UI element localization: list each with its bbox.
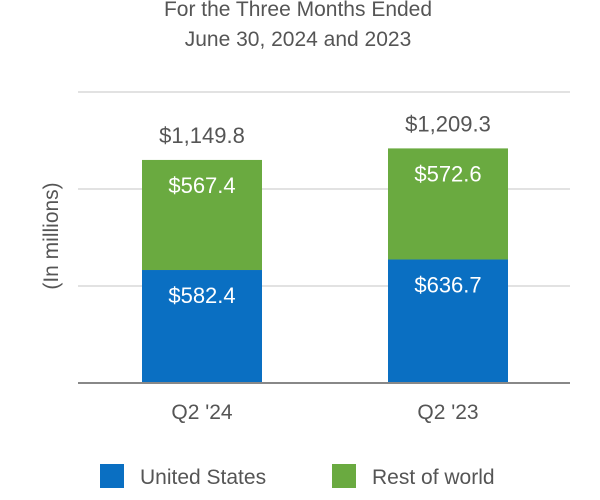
bars: $582.4 $567.4 $1,149.8 $636.7 $572.6 $1,209.3 [142, 111, 508, 383]
bar-rest-of-world-1 [388, 148, 508, 260]
chart-title: For the Three Months Ended [164, 0, 432, 21]
y-axis-label: (In millions) [40, 182, 63, 289]
bar-rest-of-world-0 [142, 159, 262, 271]
bar-value-label: $572.6 [414, 161, 481, 186]
x-tick-label: Q2 '23 [417, 401, 478, 424]
bar-value-label: $636.7 [414, 272, 481, 297]
bar-us-1 [388, 259, 508, 383]
bar-value-label: $567.4 [168, 173, 235, 198]
legend-swatch [100, 464, 124, 488]
legend-label: Rest of world [372, 466, 495, 489]
bar-total-label: $1,209.3 [405, 111, 491, 136]
x-tick-label: Q2 '24 [171, 401, 233, 424]
bar-us-0 [142, 270, 262, 383]
bar-value-label: $582.4 [168, 283, 235, 308]
bar-total-label: $1,149.8 [159, 123, 245, 148]
legend-swatch [332, 464, 356, 488]
chart-subtitle: June 30, 2024 and 2023 [185, 28, 412, 51]
legend: United States Rest of world [100, 464, 495, 489]
x-axis-ticks: Q2 '24 Q2 '23 [171, 401, 478, 424]
legend-label: United States [140, 466, 266, 489]
